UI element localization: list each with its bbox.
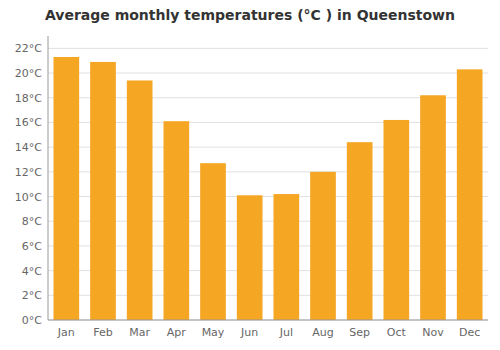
y-axis: 0°C 2°C 4°C 6°C 8°C 10°C 12°C 14°C 16°C 18°C 20°C 2… [15,42,488,327]
bar [310,172,336,320]
x-tick-label: May [202,326,225,339]
bar [347,142,373,320]
y-tick-label: 0°C [22,314,42,327]
grid-line [48,320,488,321]
y-tick-label: 10°C [15,191,42,204]
grid-line [48,48,488,49]
x-axis-line [48,320,488,321]
x-tick-label: Nov [422,326,444,339]
x-tick-label: Mar [129,326,150,339]
chart-container: Average monthly temperatures (°C ) in Qu… [0,0,500,350]
x-tick-label: Dec [459,326,480,339]
x-tick-label: Feb [93,326,112,339]
y-tick-label: 2°C [22,289,42,302]
x-tick-label: Jun [240,326,258,339]
x-tick-label: Apr [167,326,187,339]
x-tick-label: Oct [387,326,407,339]
y-axis-line [48,36,49,320]
bars [54,57,483,320]
bar [274,194,300,320]
bar [127,80,153,320]
y-tick-label: 14°C [15,141,42,154]
y-tick-label: 22°C [15,42,42,55]
x-tick-label: Aug [312,326,333,339]
bar [237,195,263,320]
y-tick-label: 16°C [15,116,42,129]
x-tick-label: Sep [349,326,370,339]
bar [200,163,226,320]
bar [54,57,80,320]
y-tick-label: 18°C [15,92,42,105]
x-tick-label: Jul [279,326,293,339]
y-tick-label: 12°C [15,166,42,179]
y-tick-label: 8°C [22,215,42,228]
y-tick-label: 20°C [15,67,42,80]
y-tick-label: 4°C [22,265,42,278]
bar [384,120,410,320]
x-axis: Jan Feb Mar Apr May Jun Jul Aug Sep Oct Nov Dec [57,326,480,339]
y-tick-label: 6°C [22,240,42,253]
bar [420,95,446,320]
bar [457,69,483,320]
title: Average monthly temperatures (°C ) in Qu… [45,7,455,23]
chart-svg: Average monthly temperatures (°C ) in Qu… [0,0,500,350]
bar [164,121,190,320]
x-tick-label: Jan [57,326,75,339]
bar [90,62,116,320]
